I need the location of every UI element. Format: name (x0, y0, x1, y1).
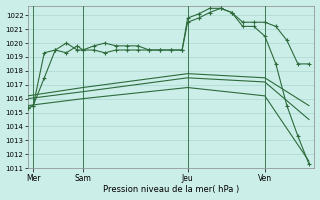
X-axis label: Pression niveau de la mer( hPa ): Pression niveau de la mer( hPa ) (103, 185, 239, 194)
